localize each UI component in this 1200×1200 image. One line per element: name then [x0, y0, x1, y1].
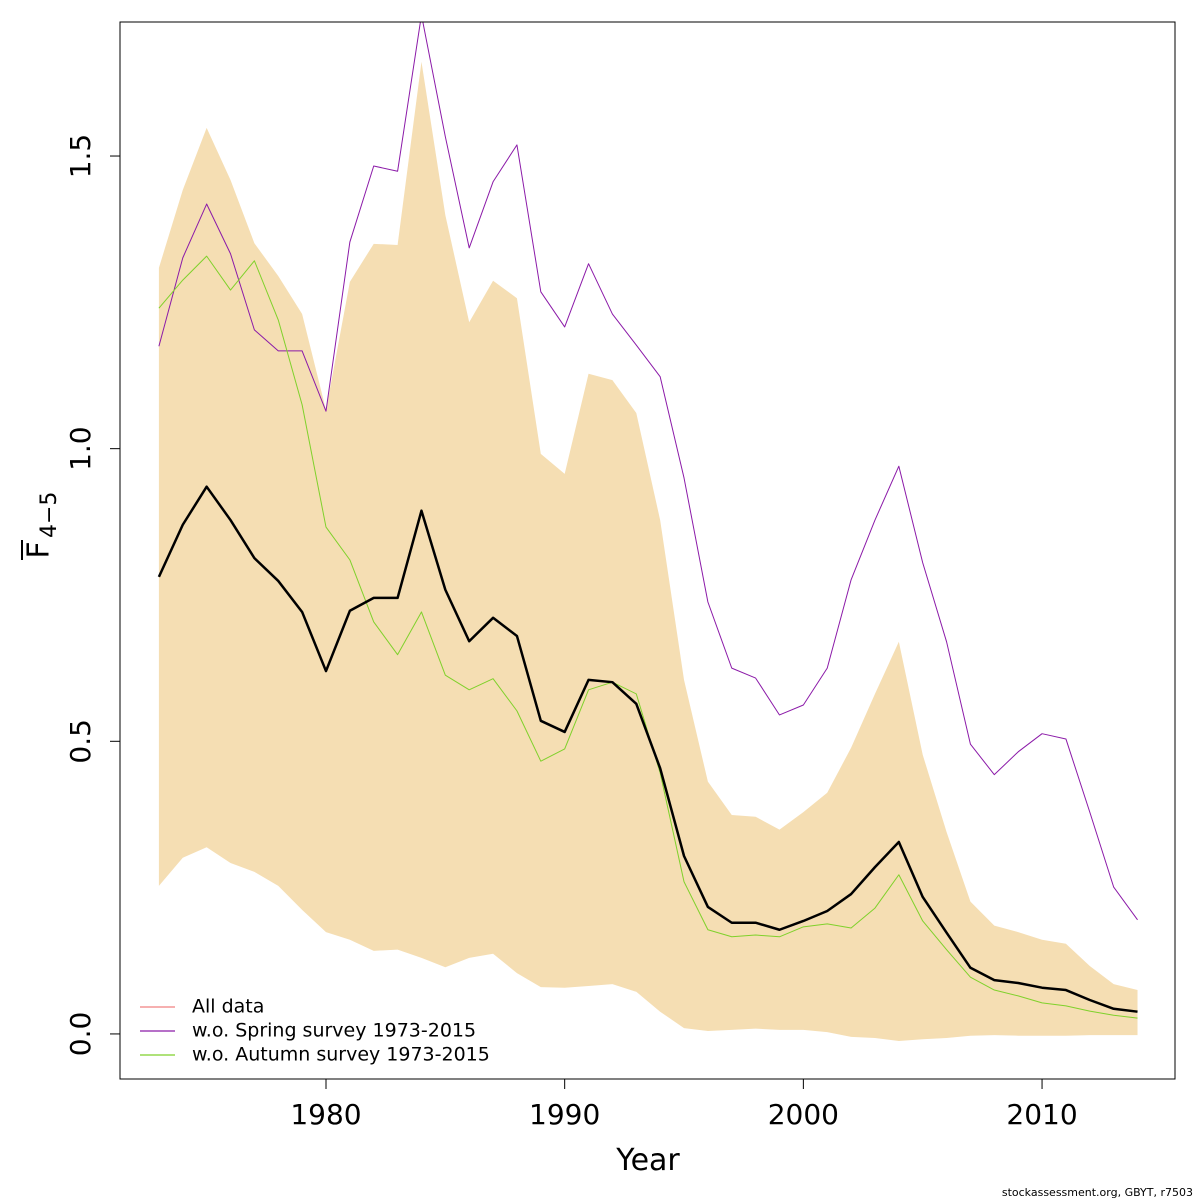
- y-tick-label: 1.0: [64, 426, 97, 471]
- y-axis-label-sub: 4−5: [37, 492, 62, 538]
- y-tick-label: 0.0: [64, 1012, 97, 1057]
- legend-label: w.o. Spring survey 1973-2015: [192, 1020, 476, 1042]
- plot-area: [157, 22, 1138, 1041]
- y-axis-label: F 4−5: [21, 492, 62, 560]
- footer: stockassessment.org, GBYT, r7503: [1002, 1186, 1193, 1199]
- x-tick-label: 2000: [768, 1098, 839, 1131]
- x-tick-label: 2010: [1006, 1098, 1077, 1131]
- y-tick-label: 0.5: [64, 719, 97, 764]
- legend-label: w.o. Autumn survey 1973-2015: [192, 1044, 490, 1066]
- legend-label: All data: [192, 996, 264, 1018]
- x-tick-label: 1980: [290, 1098, 361, 1131]
- series-line: [158, 22, 1138, 921]
- x-tick-label: 1990: [529, 1098, 600, 1131]
- confidence-band: [158, 61, 1138, 1041]
- y-axis-label-main: F: [22, 541, 57, 558]
- plot-frame: [119, 21, 1176, 1080]
- y-tick-label: 1.5: [64, 134, 97, 179]
- x-axis-label: Year: [615, 1143, 680, 1178]
- series-line: [157, 485, 1138, 1013]
